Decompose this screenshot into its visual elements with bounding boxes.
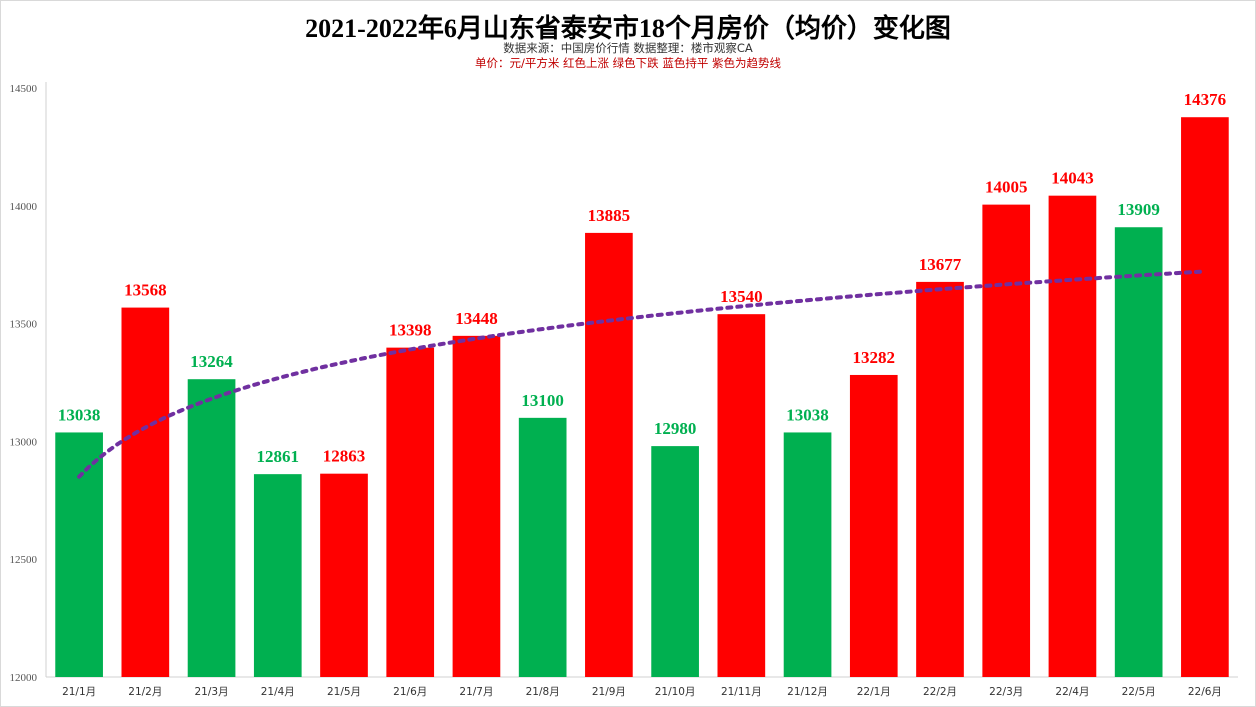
y-tick-label: 13000 <box>10 436 38 448</box>
bar <box>982 204 1031 677</box>
bar <box>916 281 964 677</box>
x-tick-label: 21/9月 <box>592 686 626 698</box>
chart-title: 2021-2022年6月山东省泰安市18个月房价（均价）变化图 <box>305 14 951 43</box>
data-label: 14376 <box>1184 90 1227 109</box>
x-tick-label: 21/7月 <box>459 686 493 698</box>
y-tick-label: 12000 <box>10 672 38 684</box>
bar <box>452 335 501 677</box>
bar <box>518 417 567 677</box>
bar <box>320 473 368 677</box>
bar <box>121 307 170 677</box>
bar <box>1048 195 1097 678</box>
bar <box>386 347 435 677</box>
data-label: 13885 <box>588 206 631 225</box>
data-label: 12863 <box>323 447 366 466</box>
data-label: 13540 <box>720 287 763 306</box>
data-label: 13909 <box>1117 200 1160 219</box>
x-tick-label: 22/1月 <box>857 686 891 698</box>
x-tick-label: 22/2月 <box>923 686 957 698</box>
y-tick-label: 13500 <box>10 319 38 331</box>
data-label: 13448 <box>455 309 498 328</box>
bar <box>717 314 766 677</box>
data-label: 13398 <box>389 321 432 340</box>
x-tick-label: 22/5月 <box>1122 686 1156 698</box>
bar <box>849 374 898 677</box>
data-label: 13282 <box>853 348 896 367</box>
x-tick-label: 21/5月 <box>327 686 361 698</box>
data-label: 13038 <box>786 405 829 424</box>
x-tick-label: 21/1月 <box>62 686 96 698</box>
bar <box>1181 117 1229 677</box>
bar <box>585 232 633 678</box>
data-label: 13264 <box>190 352 233 371</box>
y-tick-label: 14500 <box>10 83 38 95</box>
data-label: 13677 <box>919 255 962 274</box>
bar <box>253 474 302 677</box>
x-tick-label: 21/12月 <box>787 686 828 698</box>
bar <box>55 432 103 677</box>
bar <box>651 446 699 677</box>
trend-line <box>77 269 1207 479</box>
x-tick-label: 21/2月 <box>128 686 162 698</box>
x-tick-label: 21/8月 <box>526 686 560 698</box>
x-tick-label: 21/6月 <box>393 686 427 698</box>
data-label: 13038 <box>58 405 101 424</box>
chart-unit-note: 单价：元/平方米 红色上涨 绿色下跌 蓝色持平 紫色为趋势线 <box>475 56 781 70</box>
data-label: 14043 <box>1051 169 1094 188</box>
data-label: 13568 <box>124 281 167 300</box>
x-tick-label: 22/6月 <box>1188 686 1222 698</box>
x-tick-label: 21/3月 <box>195 686 229 698</box>
data-label: 14005 <box>985 178 1028 197</box>
y-tick-label: 12500 <box>10 554 38 566</box>
x-tick-label: 21/10月 <box>655 686 696 698</box>
data-label: 12980 <box>654 419 697 438</box>
data-label: 12861 <box>257 447 300 466</box>
y-tick-label: 14000 <box>10 201 38 213</box>
x-tick-label: 21/4月 <box>261 686 295 698</box>
x-tick-label: 21/11月 <box>721 686 762 698</box>
bar <box>783 432 832 677</box>
bar <box>1114 227 1163 677</box>
x-tick-label: 22/3月 <box>989 686 1023 698</box>
chart-subtitle: 数据来源：中国房价行情 数据整理：楼市观察CA <box>503 41 753 55</box>
x-tick-label: 22/4月 <box>1055 686 1089 698</box>
bar <box>187 379 236 677</box>
data-label: 13100 <box>521 391 564 410</box>
